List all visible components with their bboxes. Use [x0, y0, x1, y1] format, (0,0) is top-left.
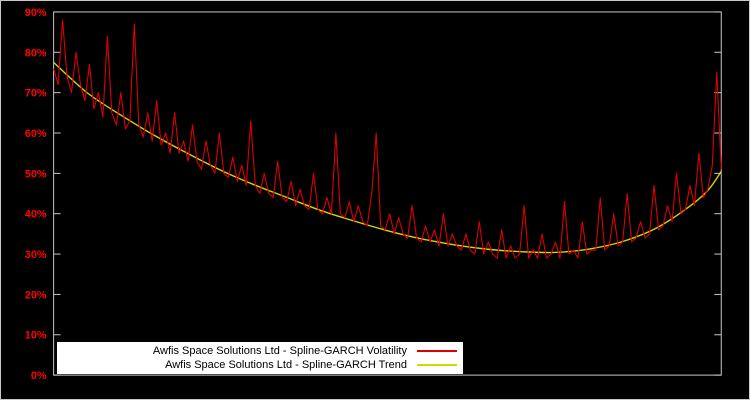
y-axis-tick-label: 0%	[31, 370, 47, 382]
legend-label-trend: Awfis Space Solutions Ltd - Spline-GARCH…	[165, 359, 407, 371]
y-axis-tick-label: 30%	[25, 249, 47, 261]
y-axis-tick-label: 50%	[25, 168, 47, 180]
legend-label-volatility: Awfis Space Solutions Ltd - Spline-GARCH…	[152, 345, 407, 357]
chart-frame	[53, 11, 722, 376]
legend-line-sample-volatility	[417, 350, 457, 352]
y-axis-tick-label: 90%	[25, 7, 47, 19]
y-axis-tick-label: 70%	[25, 88, 47, 100]
legend-row-volatility: Awfis Space Solutions Ltd - Spline-GARCH…	[63, 344, 457, 358]
y-axis-tick-label: 10%	[25, 330, 47, 342]
y-axis-tick-label: 40%	[25, 209, 47, 221]
y-axis-tick-label: 60%	[25, 128, 47, 140]
legend-row-trend: Awfis Space Solutions Ltd - Spline-GARCH…	[63, 358, 457, 372]
y-axis-tick-label: 80%	[25, 47, 47, 59]
legend: Awfis Space Solutions Ltd - Spline-GARCH…	[57, 342, 463, 374]
trend-line	[53, 61, 722, 254]
legend-line-sample-trend	[417, 364, 457, 366]
y-axis-tick-label: 20%	[25, 289, 47, 301]
volatility-line	[53, 19, 722, 259]
